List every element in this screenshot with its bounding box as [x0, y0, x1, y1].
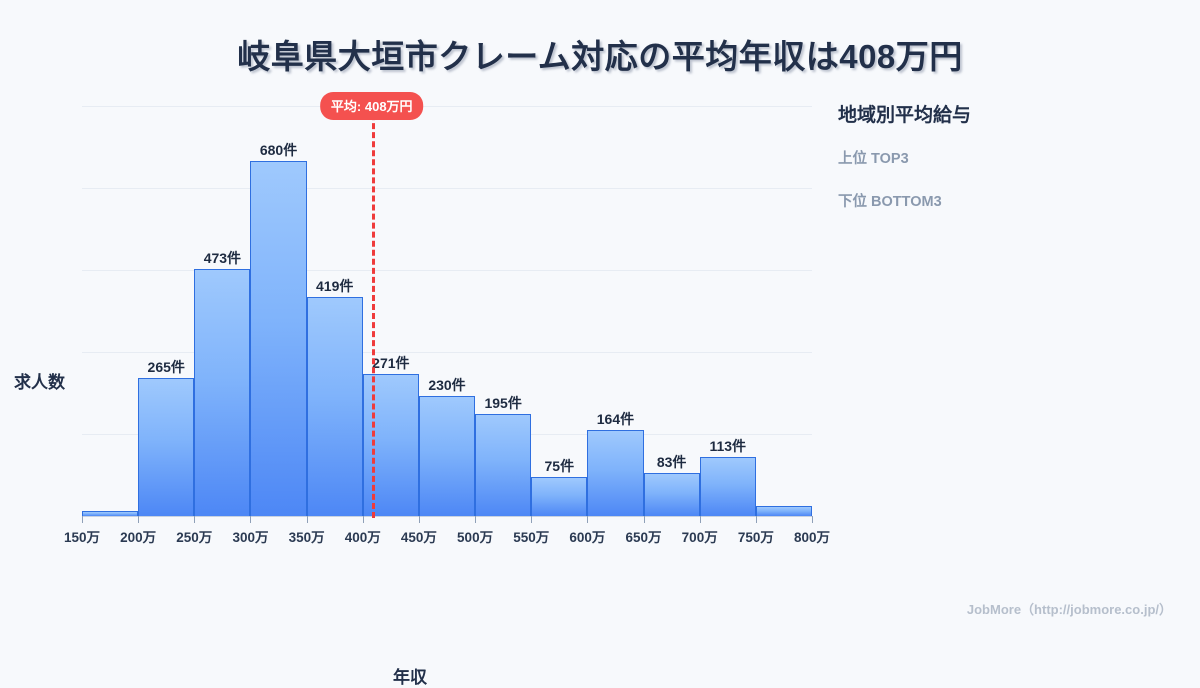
x-axis-title: 年収: [393, 668, 427, 687]
gridline: [82, 106, 812, 107]
x-axis-tick: [306, 516, 308, 523]
bar-value-label: 419件: [316, 278, 354, 295]
x-axis-tick: [362, 516, 364, 523]
gridline: [82, 352, 812, 353]
average-line: [371, 96, 375, 518]
histogram-bar: [643, 472, 700, 516]
bar-value-label: 75件: [544, 457, 575, 474]
x-axis-tick-label: 200万: [120, 530, 157, 545]
x-axis-tick-label: 650万: [625, 530, 662, 545]
x-axis-tick: [475, 516, 477, 523]
x-axis-tick-label: 450万: [400, 530, 437, 545]
bar-value-label: 265件: [147, 358, 185, 375]
bar-value-label: 83件: [656, 453, 687, 470]
bar-value-label: 271件: [372, 355, 410, 372]
x-axis-tick-label: 700万: [681, 530, 718, 545]
x-axis-tick-label: 300万: [232, 530, 269, 545]
x-axis-tick: [643, 516, 645, 523]
x-axis-tick: [82, 516, 83, 523]
histogram-bar: [587, 430, 644, 516]
x-axis-tick-label: 150万: [63, 530, 101, 545]
footer-attribution: JobMore（http://jobmore.co.jp/）: [966, 602, 1172, 617]
histogram-bar: [82, 510, 139, 516]
y-axis-title: 求人数: [14, 373, 65, 392]
histogram-bar: [418, 395, 476, 516]
sidebar-title: 地域別平均給与: [838, 105, 972, 126]
histogram-bar: [531, 476, 588, 516]
x-axis-tick-label: 400万: [344, 530, 381, 545]
x-axis-tick: [812, 516, 813, 523]
histogram-bar: [194, 268, 251, 516]
x-axis-tick: [418, 516, 420, 523]
x-axis-tick-label: 550万: [513, 530, 550, 545]
histogram-bar: [475, 414, 532, 516]
x-axis-tick: [531, 516, 533, 523]
histogram-bar: [699, 456, 756, 516]
x-axis-line: [82, 516, 812, 517]
gridline: [82, 188, 812, 189]
average-badge: 平均: 408万円: [319, 92, 424, 120]
bottom3-heading: 下位 BOTTOM3: [838, 194, 942, 210]
bar-value-label: 473件: [203, 249, 242, 266]
bar-value-label: 164件: [596, 411, 635, 428]
x-axis-tick-label: 350万: [288, 530, 325, 545]
x-axis-tick: [587, 516, 589, 523]
x-axis-tick: [250, 516, 252, 523]
bar-value-label: 113件: [709, 437, 747, 454]
x-axis-tick: [755, 516, 757, 523]
histogram-bar: [138, 377, 195, 516]
x-axis-tick-label: 600万: [569, 530, 606, 545]
histogram-bar: [250, 160, 307, 516]
x-axis-tick: [138, 516, 140, 523]
page-title: 岐阜県大垣市クレーム対応の平均年収は408万円: [237, 38, 963, 75]
top3-heading: 上位 TOP3: [838, 151, 909, 167]
x-axis-tick-label: 500万: [457, 530, 494, 545]
bar-value-label: 680件: [259, 141, 298, 158]
histogram-bar: [306, 297, 363, 516]
x-axis-tick: [699, 516, 701, 523]
bar-value-label: 195件: [484, 395, 522, 412]
x-axis-tick-label: 800万: [793, 530, 831, 545]
regional-salary-panel: 地域別平均給与 上位 TOP3 下位 BOTTOM3: [838, 100, 1168, 233]
x-axis-tick-label: 750万: [737, 530, 774, 545]
histogram-bar: [755, 505, 812, 516]
bar-value-label: 230件: [428, 376, 466, 393]
x-axis-tick-label: 250万: [176, 530, 213, 545]
x-axis-tick: [194, 516, 196, 523]
plot-area: 265件 473件 680件 419件 271件 230件 195件 75件 164件 83件 11…: [64, 92, 830, 598]
histogram-chart: 求人数 265件 473件 680件 419件 271件 230件 195件 75件 164件 8…: [0, 90, 830, 687]
gridline: [82, 270, 812, 271]
